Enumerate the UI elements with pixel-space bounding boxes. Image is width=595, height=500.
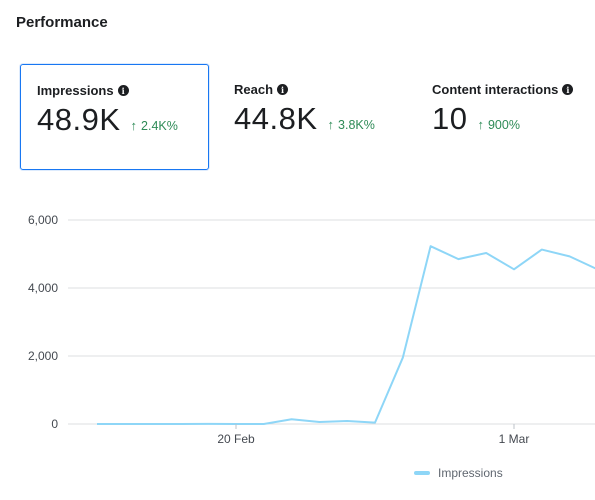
metric-card-content-interactions[interactable]: Content interactions i 10 ↑ 900% bbox=[416, 64, 595, 170]
metric-value-row: 44.8K ↑ 3.8K% bbox=[234, 101, 408, 137]
metric-card-reach[interactable]: Reach i 44.8K ↑ 3.8K% bbox=[218, 64, 408, 170]
page-title: Performance bbox=[16, 14, 108, 31]
metric-label: Reach bbox=[234, 82, 274, 97]
y-tick-label: 4,000 bbox=[28, 281, 58, 295]
legend-label: Impressions bbox=[438, 466, 503, 480]
metric-delta-value: 3.8K% bbox=[338, 118, 375, 132]
impressions-line-chart: 0 2,000 4,000 6,000 20 Feb 1 Mar bbox=[28, 213, 595, 446]
metric-delta: ↑ 2.4K% bbox=[131, 118, 178, 133]
y-tick-label: 0 bbox=[51, 417, 58, 431]
arrow-up-icon: ↑ bbox=[327, 117, 335, 132]
y-tick-label: 2,000 bbox=[28, 349, 58, 363]
chart-legend[interactable]: Impressions bbox=[414, 466, 503, 480]
metric-value-row: 48.9K ↑ 2.4K% bbox=[37, 102, 208, 138]
metric-value: 44.8K bbox=[234, 101, 318, 136]
metric-card-impressions[interactable]: Impressions i 48.9K ↑ 2.4K% bbox=[20, 64, 209, 170]
metric-label: Impressions bbox=[37, 83, 114, 98]
info-icon[interactable]: i bbox=[117, 85, 129, 96]
info-icon[interactable]: i bbox=[277, 84, 289, 95]
impressions-series-line bbox=[97, 245, 595, 425]
y-tick-label: 6,000 bbox=[28, 213, 58, 227]
metric-value-row: 10 ↑ 900% bbox=[432, 101, 595, 137]
metric-delta: ↑ 900% bbox=[477, 117, 519, 132]
metric-value: 48.9K bbox=[37, 102, 121, 137]
metric-delta-value: 900% bbox=[487, 118, 520, 132]
metric-label-row: Content interactions i bbox=[432, 82, 595, 97]
metric-label-row: Impressions i bbox=[37, 83, 208, 98]
arrow-up-icon: ↑ bbox=[477, 117, 484, 132]
x-tick-label: 1 Mar bbox=[499, 432, 530, 446]
metric-delta: ↑ 3.8K% bbox=[328, 117, 375, 132]
metric-label: Content interactions bbox=[432, 82, 559, 97]
x-tick-label: 20 Feb bbox=[217, 432, 255, 446]
arrow-up-icon: ↑ bbox=[130, 118, 138, 133]
metric-cards: Impressions i 48.9K ↑ 2.4K% Reach i 44.8… bbox=[20, 64, 595, 174]
info-icon[interactable]: i bbox=[562, 84, 574, 95]
legend-swatch bbox=[414, 471, 430, 475]
metric-delta-value: 2.4K% bbox=[141, 119, 178, 133]
metric-value: 10 bbox=[432, 101, 468, 136]
metric-label-row: Reach i bbox=[234, 82, 408, 97]
